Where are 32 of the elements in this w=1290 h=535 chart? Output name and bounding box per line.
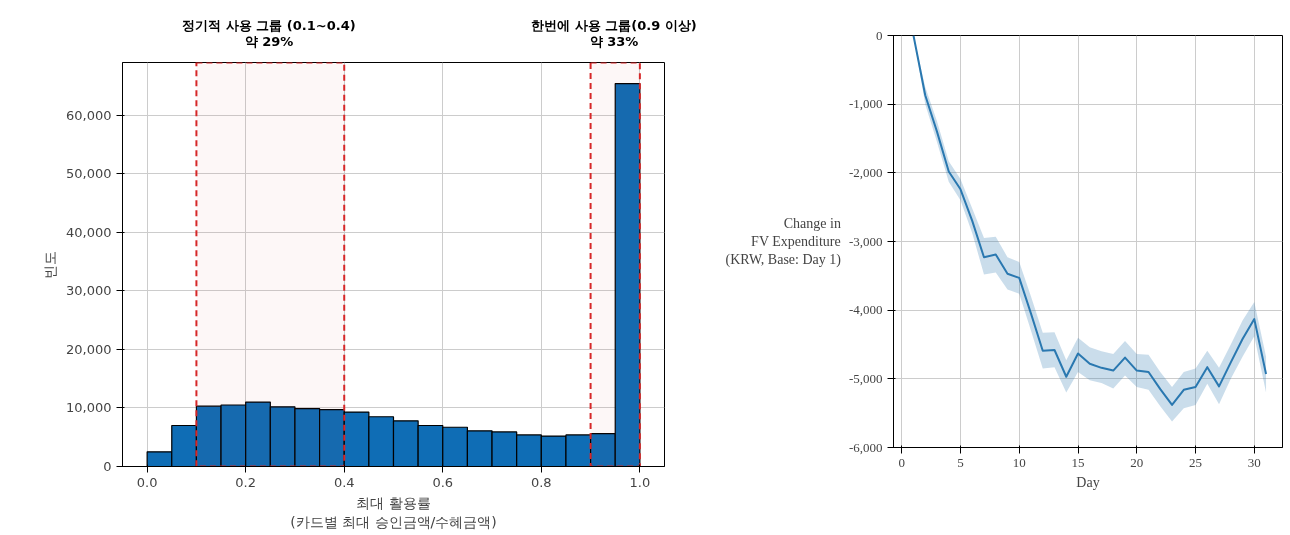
y-axis-title: 빈도 bbox=[42, 250, 59, 279]
x-axis-title: 최대 활용률 (카드별 최대 승인금액/수혜금액) bbox=[290, 494, 497, 530]
y-tick-label: -5,000 bbox=[848, 370, 883, 386]
y-tick-label: -3,000 bbox=[848, 233, 883, 249]
x-tick-label: 1.0 bbox=[629, 474, 651, 490]
x-tick-label: 20 bbox=[1130, 454, 1144, 470]
y-tick-label: 60,000 bbox=[66, 107, 112, 123]
y-tick-label: -4,000 bbox=[848, 302, 883, 318]
y-axis-title: Change in FV Expenditure (KRW, Base: Day 1) bbox=[725, 216, 842, 268]
y-tick-label: 10,000 bbox=[66, 400, 112, 416]
x-tick-label: 0.6 bbox=[432, 474, 454, 490]
x-axis-title: Day bbox=[1076, 474, 1100, 490]
x-tick-label: 25 bbox=[1189, 454, 1203, 470]
x-tick-label: 5 bbox=[957, 454, 964, 470]
x-tick-label: 30 bbox=[1247, 454, 1261, 470]
x-tick-label: 0.0 bbox=[136, 474, 158, 490]
y-tick-label: -6,000 bbox=[848, 439, 883, 455]
y-tick-label: 40,000 bbox=[66, 224, 112, 240]
band-label: 한번에 사용 그룹(0.9 이상) 약 33% bbox=[531, 17, 697, 50]
y-tick-label: 50,000 bbox=[66, 166, 112, 182]
y-tick-label: -1,000 bbox=[848, 96, 883, 112]
x-tick-label: 0.8 bbox=[530, 474, 552, 490]
y-tick-label: -2,000 bbox=[848, 164, 883, 180]
x-tick-label: 0 bbox=[898, 454, 905, 470]
band-label: 정기적 사용 그룹 (0.1~0.4) 약 29% bbox=[182, 17, 356, 50]
y-tick-label: 20,000 bbox=[66, 341, 112, 357]
y-tick-label: 0 bbox=[876, 27, 883, 43]
x-tick-label: 0.2 bbox=[235, 474, 257, 490]
x-tick-label: 15 bbox=[1071, 454, 1085, 470]
y-tick-label: 30,000 bbox=[66, 283, 112, 299]
x-tick-label: 10 bbox=[1012, 454, 1026, 470]
x-tick-label: 0.4 bbox=[333, 474, 355, 490]
